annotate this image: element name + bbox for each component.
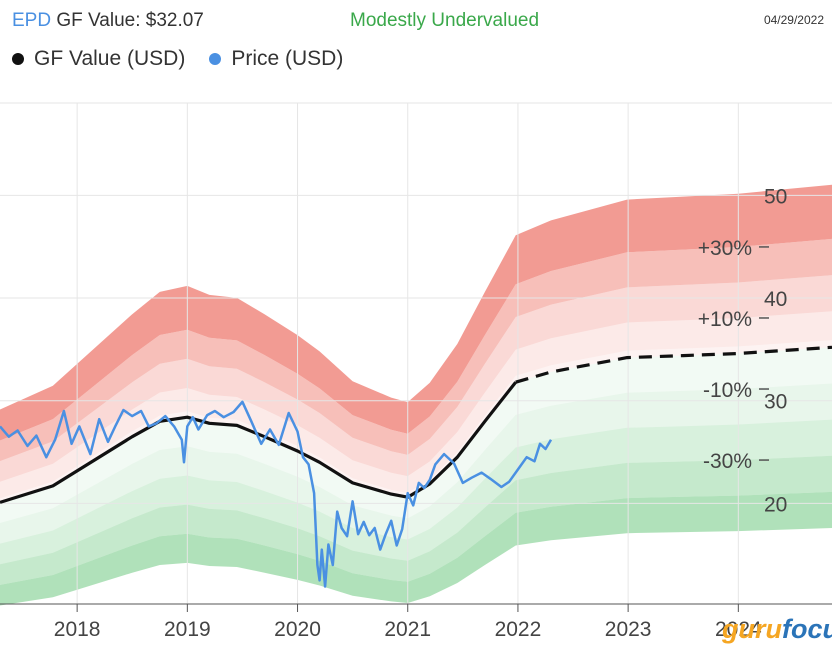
band-2 [0, 275, 832, 482]
y-axis: 20 30 40 50 [764, 185, 787, 516]
y-tick-label-50: 50 [764, 185, 787, 208]
x-axis: 2018 2019 2020 2021 2022 2023 2024 [0, 603, 832, 641]
watermark-text: gurufocus [721, 614, 832, 644]
price-line [0, 400, 553, 588]
band-3 [0, 311, 832, 499]
gf-value-projection-line [515, 345, 832, 384]
x-tick-label-2019: 2019 [164, 618, 211, 641]
legend-dot-price [209, 53, 222, 65]
legend-item-price[interactable]: Price (USD) [209, 47, 343, 71]
x-tick-label-2022: 2022 [495, 618, 542, 641]
series-lines [0, 345, 832, 588]
band-6 [0, 383, 832, 544]
band-7 [0, 419, 832, 565]
band-labels: +30% +10% -10% -30% [698, 237, 769, 473]
x-tick-label-2020: 2020 [274, 618, 321, 641]
chart-title: EPD GF Value: $32.07 [12, 10, 204, 32]
legend-label-gf-value: GF Value (USD) [34, 47, 186, 70]
x-tick-label-2018: 2018 [54, 618, 101, 641]
band-9 [0, 491, 832, 606]
band-1 [0, 238, 832, 462]
legend-dot-gf-value [12, 53, 24, 65]
y-tick-label-20: 20 [764, 493, 787, 516]
valuation-bands [0, 184, 832, 606]
chart-header: EPD GF Value: $32.07 Modestly Undervalue… [0, 0, 832, 100]
band-5 [0, 347, 832, 523]
x-tick-label-2021: 2021 [384, 618, 431, 641]
ticker-link[interactable]: EPD [12, 10, 52, 31]
gf-value-text: GF Value: $32.07 [56, 10, 204, 31]
y-tick-label-40: 40 [764, 288, 787, 311]
band-label-1: +10% [698, 308, 752, 331]
grid-lines [0, 102, 832, 604]
valuation-rating: Modestly Undervalued [350, 10, 540, 31]
chart-legend: GF Value (USD) Price (USD) [12, 47, 367, 71]
x-tick-label-2024: 2024 [715, 618, 762, 641]
y-tick-label-30: 30 [764, 391, 787, 414]
band-label-3: -30% [703, 450, 752, 473]
band-0 [0, 184, 832, 441]
band-label-0: +30% [698, 237, 752, 260]
band-label-2: -10% [703, 379, 752, 402]
gurufocus-watermark: gurufocus [721, 614, 832, 644]
band-8 [0, 455, 832, 585]
legend-item-gf-value[interactable]: GF Value (USD) [12, 47, 185, 71]
legend-label-price: Price (USD) [231, 47, 344, 70]
as-of-date: 04/29/2022 [763, 13, 824, 27]
x-tick-label-2023: 2023 [605, 618, 652, 641]
